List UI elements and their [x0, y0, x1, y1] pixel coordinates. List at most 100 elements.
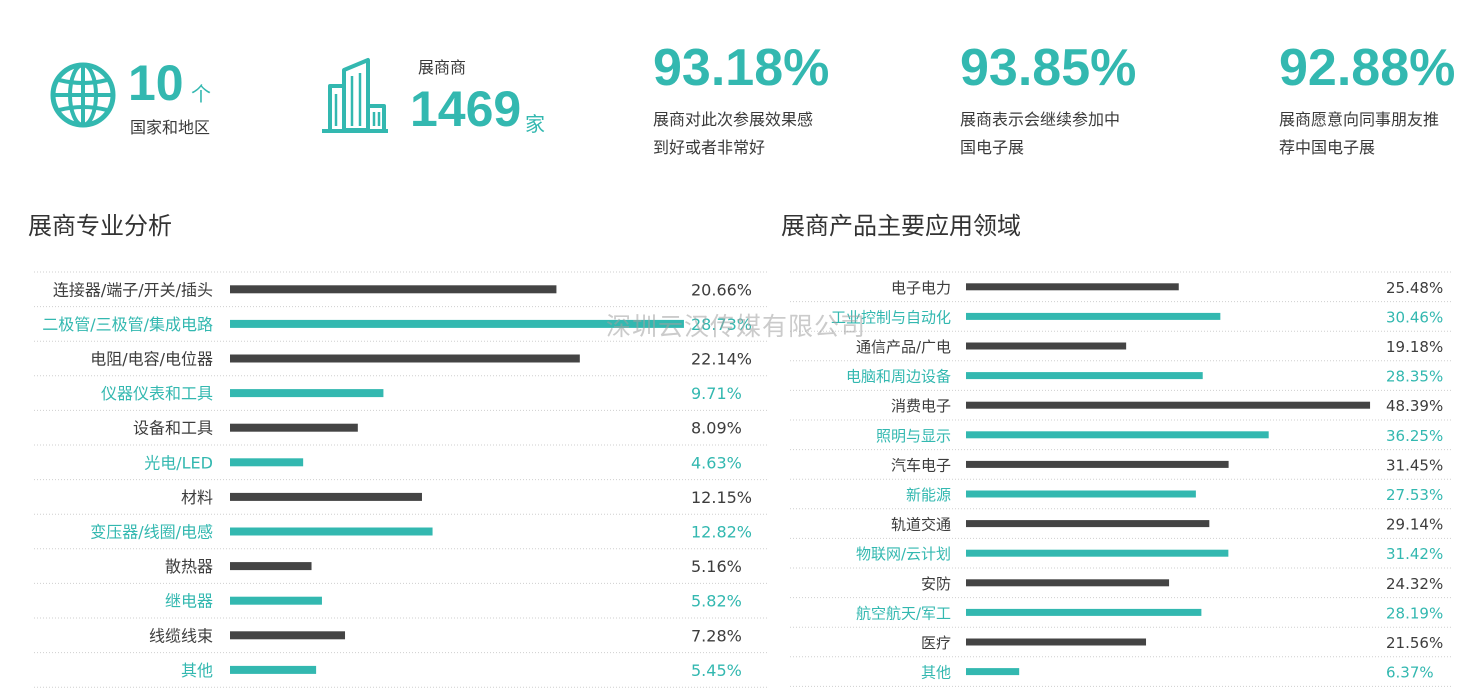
value-label: 5.82%	[691, 592, 742, 611]
category-label: 安防	[921, 575, 951, 593]
bar	[966, 668, 1020, 676]
category-label: 轨道交通	[891, 516, 951, 534]
value-label: 28.35%	[1386, 368, 1443, 386]
category-label: 继电器	[165, 592, 213, 611]
value-label: 27.53%	[1386, 486, 1443, 504]
bar	[230, 458, 304, 467]
value-label: 28.19%	[1386, 604, 1443, 622]
value-label: 30.46%	[1386, 308, 1443, 326]
exhibitors-unit: 家	[525, 112, 545, 136]
chart-application-areas: 电子电力 25.48% 工业控制与自动化 30.46% 通信产品/广电 19.18% 电脑和…	[790, 271, 1452, 687]
value-label: 7.28%	[691, 626, 742, 645]
bar	[966, 608, 1202, 616]
kpi-1-desc-line2: 到好或者非常好	[653, 138, 766, 157]
bar	[230, 319, 684, 328]
countries-value: 10	[128, 55, 184, 111]
value-label: 31.45%	[1386, 456, 1443, 474]
bar	[966, 579, 1170, 587]
bar	[966, 549, 1229, 557]
bar	[966, 401, 1371, 409]
value-label: 5.16%	[691, 557, 742, 576]
bar	[966, 283, 1179, 291]
category-label: 电子电力	[891, 279, 951, 297]
kpi-3-value: 92.88%	[1279, 39, 1456, 97]
value-label: 22.14%	[691, 350, 752, 369]
bar	[230, 562, 312, 571]
category-label: 电脑和周边设备	[846, 368, 951, 386]
kpi-3-desc-line1: 展商愿意向同事朋友推	[1279, 110, 1440, 129]
category-label: 消费电子	[891, 397, 951, 415]
value-label: 20.66%	[691, 280, 752, 299]
chart-left-title: 展商专业分析	[28, 212, 172, 240]
value-label: 28.73%	[691, 315, 752, 334]
value-label: 21.56%	[1386, 634, 1443, 652]
bar	[966, 372, 1203, 380]
category-label: 物联网/云计划	[856, 545, 951, 563]
value-label: 8.09%	[691, 419, 742, 438]
value-label: 9.71%	[691, 384, 742, 403]
chart-right-title: 展商产品主要应用领域	[781, 212, 1021, 240]
countries-unit: 个	[191, 82, 211, 106]
kpi-1: 93.18% 展商对此次参展效果感 到好或者非常好	[653, 38, 829, 162]
category-label: 航空航天/军工	[856, 604, 951, 622]
value-label: 36.25%	[1386, 427, 1443, 445]
chart-exhibitor-categories: 连接器/端子/开关/插头 20.66% 二极管/三极管/集成电路 28.73% 电阻/电…	[34, 271, 768, 688]
kpi-2-desc-line2: 国电子展	[960, 138, 1025, 157]
value-label: 12.15%	[691, 488, 752, 507]
bar	[966, 312, 1221, 320]
category-label: 汽车电子	[891, 456, 951, 474]
value-label: 24.32%	[1386, 575, 1443, 593]
globe-icon	[50, 62, 116, 128]
kpi-1-value: 93.18%	[653, 39, 830, 97]
bar	[230, 631, 346, 640]
value-label: 31.42%	[1386, 545, 1443, 563]
kpi-1-desc-line1: 展商对此次参展效果感	[653, 110, 814, 129]
kpi-3-desc-line2: 荐中国电子展	[1279, 138, 1376, 157]
exhibitors-value: 1469	[410, 81, 522, 137]
category-label: 电阻/电容/电位器	[90, 350, 213, 369]
value-label: 6.37%	[1386, 664, 1434, 682]
bar	[966, 490, 1196, 498]
category-label: 医疗	[921, 634, 951, 652]
category-label: 新能源	[906, 486, 951, 504]
value-label: 25.48%	[1386, 279, 1443, 297]
category-label: 材料	[181, 488, 213, 507]
bar	[966, 520, 1210, 528]
value-label: 48.39%	[1386, 397, 1443, 415]
bar	[230, 492, 422, 501]
kpi-3: 92.88% 展商愿意向同事朋友推 荐中国电子展	[1279, 38, 1455, 162]
value-label: 5.45%	[691, 661, 742, 680]
bar	[966, 431, 1269, 439]
value-label: 29.14%	[1386, 516, 1443, 534]
bar	[966, 460, 1229, 468]
bar	[966, 638, 1147, 646]
category-label: 通信产品/广电	[856, 338, 951, 356]
bar	[230, 354, 580, 363]
category-label: 设备和工具	[133, 419, 213, 438]
exhibitors-top-label: 展商商	[418, 58, 467, 77]
value-label: 4.63%	[691, 453, 742, 472]
category-label: 散热器	[165, 557, 213, 576]
category-label: 变压器/线圈/电感	[90, 523, 213, 542]
bar	[230, 423, 358, 432]
kpi-2: 93.85% 展商表示会继续参加中 国电子展	[960, 38, 1136, 162]
category-label: 线缆线束	[149, 626, 213, 645]
bar	[230, 389, 384, 398]
category-label: 连接器/端子/开关/插头	[53, 280, 213, 299]
bar	[230, 285, 557, 294]
kpi-2-value: 93.85%	[960, 39, 1137, 97]
countries-label: 国家和地区	[130, 118, 211, 137]
category-label: 其他	[181, 661, 213, 680]
value-label: 12.82%	[691, 523, 752, 542]
category-label: 其他	[921, 664, 951, 682]
value-label: 19.18%	[1386, 338, 1443, 356]
category-label: 仪器仪表和工具	[101, 384, 213, 403]
bar	[966, 342, 1127, 350]
category-label: 二极管/三极管/集成电路	[42, 315, 213, 334]
category-label: 光电/LED	[144, 453, 213, 472]
watermark: 深圳云汉传媒有限公司	[606, 312, 867, 341]
category-label: 工业控制与自动化	[831, 308, 951, 326]
category-label: 照明与显示	[876, 427, 951, 445]
bar	[230, 665, 317, 674]
bar	[230, 596, 322, 605]
